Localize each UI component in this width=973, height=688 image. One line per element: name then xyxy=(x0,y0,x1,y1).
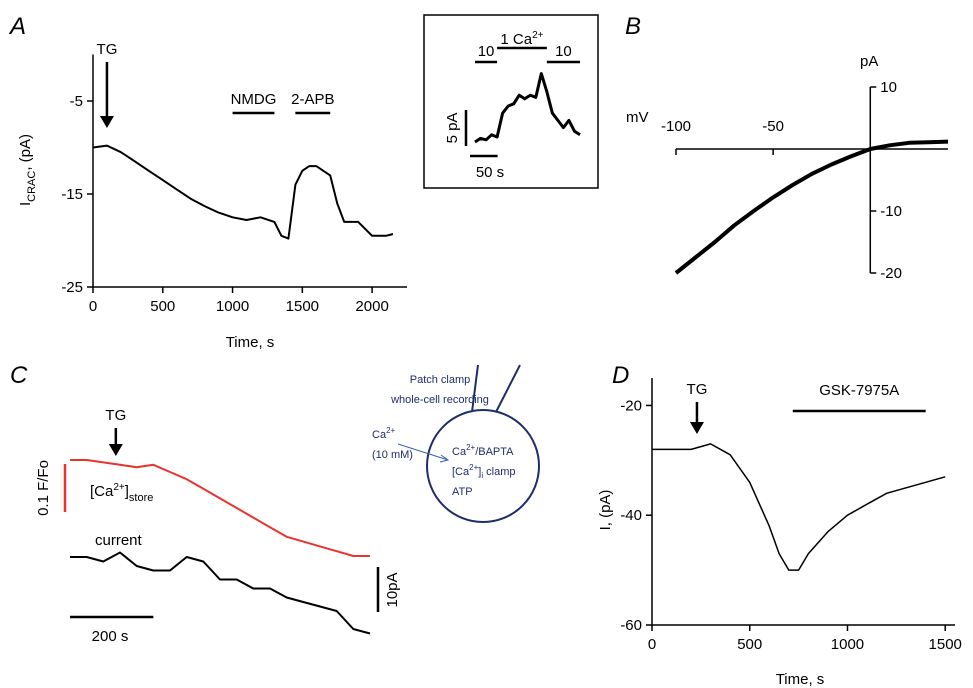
text: i xyxy=(481,471,483,480)
diagram-text: Patch clamp xyxy=(410,374,471,386)
trace xyxy=(70,551,371,635)
inset-frame xyxy=(423,14,599,189)
text: CRAC xyxy=(26,171,38,202)
y-axis-label: I, (pA) xyxy=(597,490,614,531)
x-tick-label: 0 xyxy=(89,298,97,315)
y-axis-label: pA xyxy=(860,53,878,70)
trace xyxy=(652,443,946,571)
y-tick-label: -20 xyxy=(620,397,642,414)
scale-label: 0.1 F/Fo xyxy=(35,460,52,516)
arrow-head xyxy=(99,116,114,128)
pipette xyxy=(471,364,521,413)
text: ] xyxy=(478,466,481,478)
x-tick-label: 1000 xyxy=(216,298,249,315)
text: 10 xyxy=(555,43,572,60)
x-tick-label: 1500 xyxy=(286,298,319,315)
panel-label: C xyxy=(10,362,28,389)
cell-diagram: Patch clamp whole-cell recording Ca2+ (1… xyxy=(372,364,540,523)
x-tick-label: 1500 xyxy=(929,636,962,653)
text: [Ca xyxy=(90,483,114,500)
text: [Ca xyxy=(452,466,470,478)
arrow-head xyxy=(108,444,123,456)
x-tick-label: 0 xyxy=(648,636,656,653)
y-tick-label: -10 xyxy=(880,203,902,220)
x-tick-label: 500 xyxy=(737,636,762,653)
text: 2+ xyxy=(532,30,544,41)
arrow xyxy=(397,443,450,463)
text: 2+ xyxy=(469,463,478,472)
bar-label: 10 xyxy=(555,43,572,60)
trace xyxy=(92,144,394,240)
text: Ca xyxy=(452,446,467,458)
panel-label: A xyxy=(8,13,26,40)
text: NMDG xyxy=(231,91,277,108)
annotation: TG xyxy=(687,381,708,398)
trace xyxy=(674,139,949,275)
diagram-text: (10 mM) xyxy=(372,449,413,461)
text: /BAPTA xyxy=(475,446,514,458)
text: , (pA) xyxy=(17,134,34,171)
bar-label: 2-APB xyxy=(291,91,334,108)
y-tick-label: -15 xyxy=(61,186,83,203)
diagram-text: Ca2+/BAPTA xyxy=(452,443,514,458)
trace xyxy=(70,459,370,557)
diagram-text: ATP xyxy=(452,486,473,498)
y-tick-label: -60 xyxy=(620,617,642,634)
bar-label: 1 Ca2+ xyxy=(500,30,543,48)
y-tick-label: 10 xyxy=(880,79,897,96)
arrow-head xyxy=(689,422,704,434)
annotation: TG xyxy=(105,407,126,424)
scale-label: 200 s xyxy=(92,628,129,645)
annotation: TG xyxy=(97,41,118,58)
series-label: [Ca2+]store xyxy=(90,482,153,504)
text: store xyxy=(129,492,153,504)
diagram-text: Ca2+ xyxy=(372,426,396,441)
panel-label: D xyxy=(612,362,629,389)
x-tick-label: -100 xyxy=(661,118,691,135)
x-tick-label: 2000 xyxy=(355,298,388,315)
text: 2-APB xyxy=(291,91,334,108)
x-tick-label: -50 xyxy=(762,118,784,135)
x-tick-label: 1000 xyxy=(831,636,864,653)
text: I xyxy=(17,202,34,206)
text: 2+ xyxy=(466,443,475,452)
y-tick-label: -40 xyxy=(620,507,642,524)
scale-label: 10pA xyxy=(384,572,401,607)
cell xyxy=(426,409,540,523)
trace xyxy=(474,72,581,144)
x-tick-label: 500 xyxy=(150,298,175,315)
diagram-text: whole-cell recording xyxy=(390,394,489,406)
text: 10 xyxy=(478,43,495,60)
text: 2+ xyxy=(386,426,395,435)
text: clamp xyxy=(483,466,515,478)
text: ] xyxy=(125,483,129,500)
diagram-text: [Ca2+]i clamp xyxy=(452,463,516,480)
text: GSK-7975A xyxy=(819,382,899,399)
x-axis-label: Time, s xyxy=(776,671,825,688)
text: 1 Ca xyxy=(500,31,532,48)
bar-label: GSK-7975A xyxy=(819,382,899,399)
scale-label: 50 s xyxy=(476,164,504,181)
panel-label: B xyxy=(625,13,641,40)
bar-label: NMDG xyxy=(231,91,277,108)
text: 2+ xyxy=(113,482,125,493)
y-tick-label: -5 xyxy=(70,93,83,110)
bar-label: 10 xyxy=(478,43,495,60)
x-axis-label: mV xyxy=(626,109,649,126)
text: Ca xyxy=(372,429,387,441)
y-tick-label: -20 xyxy=(880,265,902,282)
series-label: current xyxy=(95,532,143,549)
scale-label: 5 pA xyxy=(444,113,461,144)
y-axis-label: ICRAC, (pA) xyxy=(17,134,38,206)
y-tick-label: -25 xyxy=(61,279,83,296)
x-axis-label: Time, s xyxy=(226,334,275,351)
